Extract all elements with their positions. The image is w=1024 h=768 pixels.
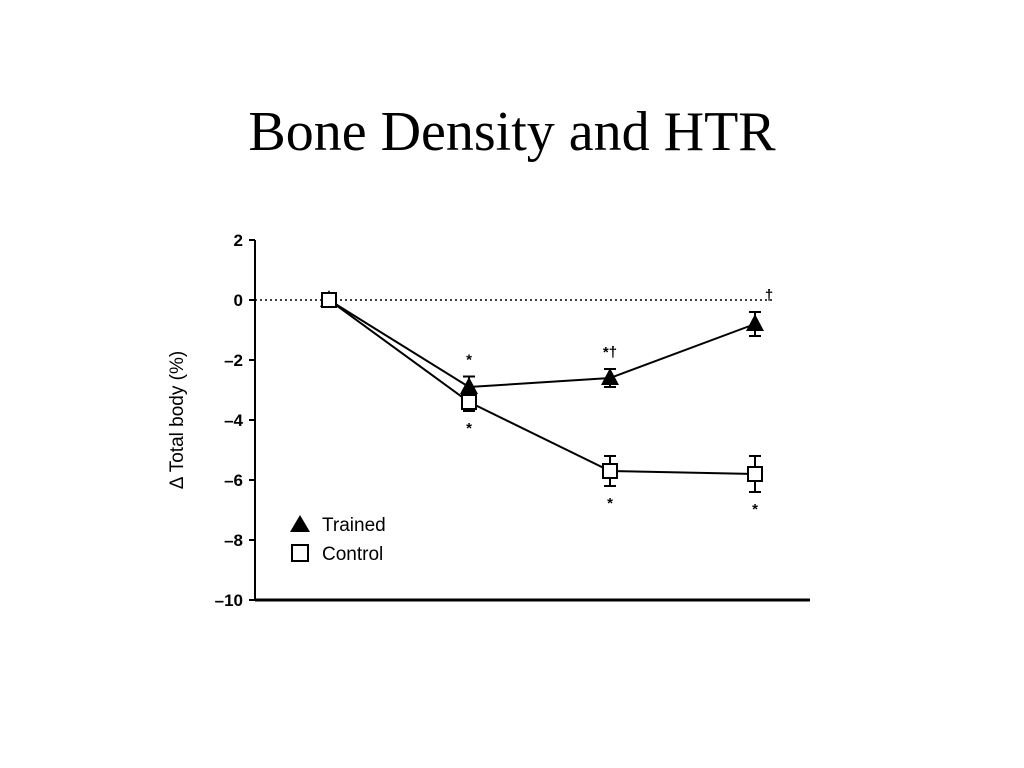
data-point-control bbox=[321, 292, 337, 308]
series-line-control bbox=[328, 299, 756, 475]
data-point-trained bbox=[460, 377, 478, 394]
y-tick-label: 0 bbox=[234, 291, 243, 310]
significance-mark-control: * bbox=[607, 495, 613, 512]
y-tick-label: –8 bbox=[224, 531, 243, 550]
y-tick-label: –6 bbox=[224, 471, 243, 490]
y-axis-label: Δ Total body (%) bbox=[167, 351, 188, 489]
legend-label-trained: Trained bbox=[322, 515, 386, 536]
data-point-control bbox=[461, 394, 477, 410]
data-point-trained bbox=[746, 314, 764, 331]
y-tick-label: –10 bbox=[215, 591, 243, 610]
data-point-trained bbox=[601, 368, 619, 385]
significance-mark-trained: † bbox=[765, 287, 773, 304]
y-tick-label: –2 bbox=[224, 351, 243, 370]
slide-title: Bone Density and HTR bbox=[248, 101, 776, 163]
significance-mark-trained: * bbox=[466, 352, 472, 369]
y-tick-label: –4 bbox=[224, 411, 243, 430]
series-line-trained bbox=[328, 299, 756, 389]
significance-mark-trained: *† bbox=[603, 344, 617, 361]
y-tick-label: 2 bbox=[234, 231, 243, 250]
legend-label-control: Control bbox=[322, 544, 383, 565]
data-point-control bbox=[602, 463, 618, 479]
legend-marker-trained bbox=[290, 515, 310, 532]
significance-mark-control: * bbox=[752, 501, 758, 518]
legend-marker-control bbox=[291, 544, 309, 562]
significance-mark-control: * bbox=[466, 420, 472, 437]
data-point-control bbox=[747, 466, 763, 482]
